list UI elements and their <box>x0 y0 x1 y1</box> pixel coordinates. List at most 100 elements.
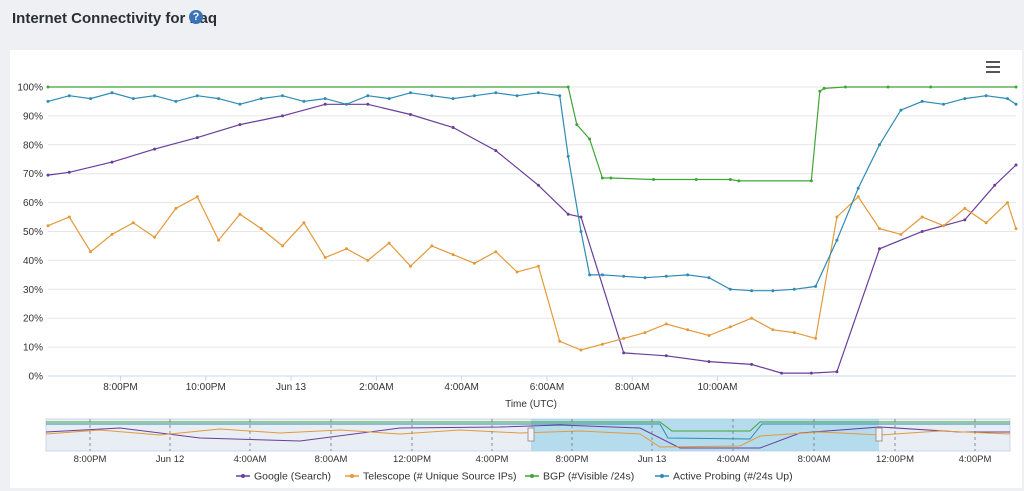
telescope-data-point <box>46 224 50 228</box>
probing-data-point <box>686 273 690 277</box>
telescope-data-point <box>728 325 732 329</box>
probing-data-point <box>67 94 71 98</box>
telescope-data-point <box>1006 201 1009 205</box>
telescope-data-point <box>195 195 199 199</box>
telescope-data-point <box>963 206 967 210</box>
legend-label: Active Probing (#/24s Up) <box>673 471 793 483</box>
legend-item-probing[interactable]: Active Probing (#/24s Up) <box>655 471 793 483</box>
legend: Google (Search) Telescope (# Unique Sourc… <box>236 471 793 483</box>
probing-data-point <box>984 94 988 98</box>
telescope-data-point <box>217 238 221 242</box>
legend-item-bgp[interactable]: BGP (#Visible /24s) <box>525 471 634 483</box>
probing-data-point <box>1014 102 1018 106</box>
probing-data-point <box>323 97 327 101</box>
telescope-data-point <box>345 247 348 251</box>
bgp-data-point <box>822 86 826 90</box>
telescope-data-point <box>472 261 476 265</box>
legend-item-telescope[interactable]: Telescope (# Unique Source IPs) <box>345 471 517 483</box>
navigator-tick-label: 8:00AM <box>798 454 831 465</box>
google-data-point <box>835 370 839 374</box>
telescope-data-point <box>366 258 370 262</box>
bgp-data-point <box>728 178 732 181</box>
google-data-point <box>67 170 71 174</box>
bgp-data-point <box>809 179 813 183</box>
bgp-data-point <box>886 85 890 89</box>
bgp-data-point <box>46 85 50 89</box>
telescope-data-point <box>89 250 93 254</box>
google-data-point <box>1014 163 1018 167</box>
x-axis-label: Time (UTC) <box>505 399 557 410</box>
navigator-probing-line <box>46 423 1010 440</box>
legend-item-google[interactable]: Google (Search) <box>236 471 331 483</box>
navigator-handle[interactable] <box>875 427 883 442</box>
y-tick-label: 30% <box>23 285 43 296</box>
probing-data-point <box>728 287 732 291</box>
navigator-tick-label: Jun 12 <box>156 454 185 465</box>
y-tick-label: 50% <box>23 227 43 238</box>
google-data-point <box>451 126 455 129</box>
navigator-tick-label: 12:00PM <box>876 454 914 465</box>
google-data-point <box>409 113 412 116</box>
y-tick-label: 10% <box>23 343 43 354</box>
telescope-data-point <box>302 221 306 225</box>
telescope-data-point <box>707 334 711 337</box>
telescope-data-point <box>686 328 690 332</box>
legend-label: Google (Search) <box>254 471 331 483</box>
navigator-telescope-line <box>45 428 1011 448</box>
probing-data-point <box>1006 97 1009 101</box>
probing-data-point <box>217 97 221 101</box>
probing-data-point <box>814 284 818 288</box>
probing-data-point <box>792 287 796 291</box>
probing-data-point <box>46 99 50 103</box>
probing-data-point <box>835 238 839 242</box>
x-axis-ticks: 8:00PM 10:00PM Jun 13 2:00AM 4:00AM 6:00AM 8:0… <box>103 376 738 393</box>
y-tick-label: 80% <box>23 140 43 151</box>
google-data-point <box>366 102 370 106</box>
probing-data-point <box>174 99 178 103</box>
navigator-handle[interactable] <box>527 427 535 442</box>
x-tick-label: 6:00AM <box>530 382 564 393</box>
y-tick-label: 100% <box>17 83 43 94</box>
x-tick-label: 2:00AM <box>359 382 393 393</box>
telescope-data-point <box>323 256 327 259</box>
telescope-data-point <box>131 221 135 225</box>
probing-data-point <box>387 97 391 101</box>
probing-data-point <box>366 94 370 98</box>
google-data-point <box>963 218 967 222</box>
bgp-data-point <box>694 178 698 181</box>
telescope-data-point <box>110 232 114 236</box>
telescope-data-point <box>622 336 626 340</box>
telescope-data-point <box>409 264 412 268</box>
telescope-data-point <box>920 215 924 219</box>
probing-data-point <box>345 102 348 106</box>
probing-data-point <box>566 154 570 158</box>
telescope-data-point <box>835 215 839 219</box>
google-data-point <box>809 371 813 375</box>
telescope-data-point <box>899 232 903 236</box>
navigator-tick-label: 8:00PM <box>556 454 589 465</box>
google-data-point <box>664 354 668 358</box>
legend-marker <box>350 474 354 478</box>
navigator-tick-label: 4:00PM <box>476 454 509 465</box>
google-data-point <box>566 212 570 216</box>
google-data-point <box>153 147 157 151</box>
page-header: Internet Connectivity for Iraq ? <box>0 0 1024 48</box>
telescope-data-point <box>878 227 881 231</box>
legend-marker <box>241 474 245 478</box>
probing-data-point <box>558 94 562 98</box>
probing-data-point <box>963 97 967 101</box>
probing-series-line <box>47 92 1017 292</box>
bgp-data-point <box>575 123 579 127</box>
probing-data-point <box>536 91 540 95</box>
chart-panel <box>10 50 1022 488</box>
help-icon[interactable]: ? <box>189 10 203 24</box>
telescope-data-point <box>238 212 242 216</box>
y-tick-label: 0% <box>29 372 44 383</box>
probing-data-point <box>195 94 199 98</box>
probing-data-point <box>622 274 626 278</box>
probing-data-point <box>409 91 412 95</box>
y-tick-label: 90% <box>23 111 43 122</box>
navigator-tick-label: 8:00AM <box>315 454 348 465</box>
chart-menu-icon[interactable] <box>986 61 1000 73</box>
